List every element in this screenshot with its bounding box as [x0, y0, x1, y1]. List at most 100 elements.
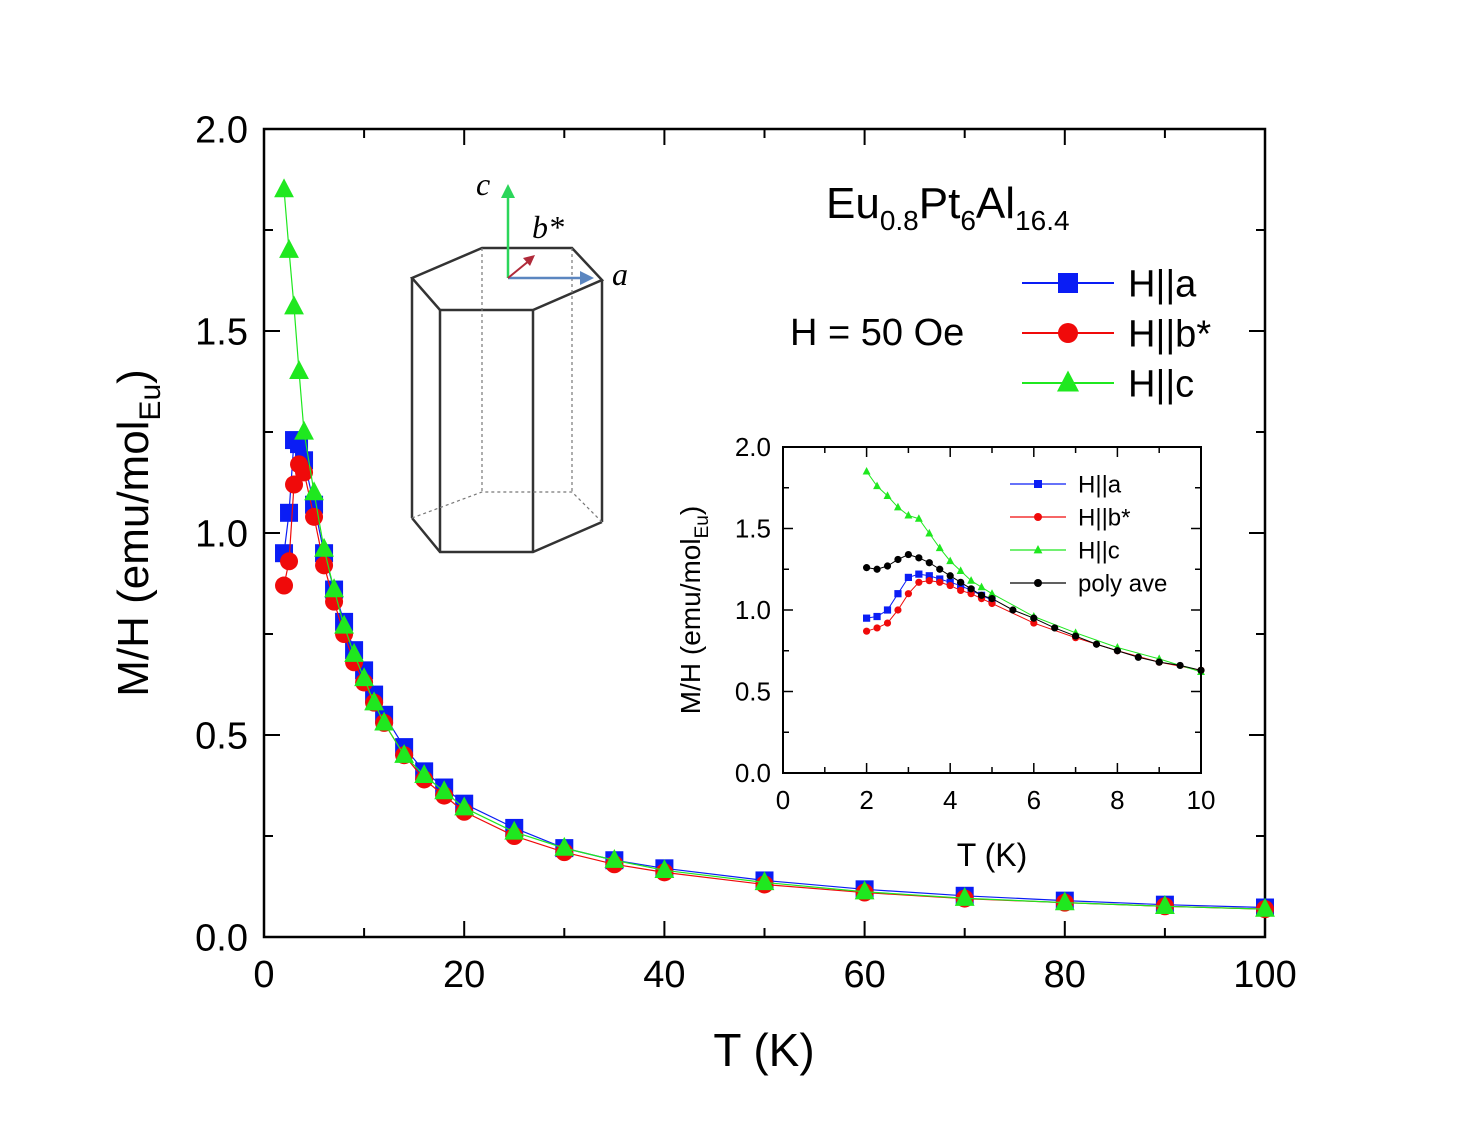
main-series-h-b-point-0 — [275, 576, 294, 595]
x-tick-label: 8 — [1110, 785, 1124, 815]
y-tick-label: 1.0 — [735, 595, 771, 625]
x-tick-label: 100 — [1233, 954, 1296, 996]
inset-legend-h-b: H||b* — [1010, 504, 1131, 531]
y-tick-label: 2.0 — [735, 432, 771, 462]
main-series-h-c-point-16 — [454, 796, 475, 816]
x-tick-label: 0 — [776, 785, 790, 815]
main-series-h-b-point-2 — [285, 475, 304, 494]
inset-series-h-b-point-4 — [904, 590, 913, 598]
main-series-h-c-point-20 — [654, 859, 675, 878]
main-series-h-c-point-13 — [394, 743, 415, 763]
main-series-h-c-point-15 — [434, 780, 455, 800]
inset-series-poly-ave-point-13 — [1009, 606, 1017, 614]
axis-arrows: c b* a — [476, 166, 628, 292]
inset-x-axis-label: T (K) — [957, 837, 1028, 873]
inset-series-h-a-point-4 — [904, 573, 912, 581]
inset-series-poly-ave-point-3 — [894, 555, 902, 564]
main-series-h-c-point-10 — [354, 667, 374, 687]
y-tick-label: 0.0 — [195, 917, 248, 959]
y-tick-label: 0.0 — [735, 758, 771, 788]
inset-series-h-b-point-2 — [883, 619, 892, 627]
main-y-tick-labels: 0.0 0.5 1.0 1.5 2.0 — [195, 109, 248, 959]
inset-legend-h-c-label: H||c — [1078, 537, 1120, 564]
inset-series-h-b-point-5 — [915, 578, 923, 586]
main-series-h-c-point-22 — [854, 880, 875, 900]
main-x-tick-labels: 0 20 40 60 80 100 — [253, 954, 1296, 996]
main-series-h-c-point-0 — [274, 178, 294, 198]
y-tick-label: 1.5 — [735, 514, 771, 544]
inset-legend: H||a H||b* H||c poly ave — [1010, 471, 1167, 597]
inset-series-h-c-point-4 — [904, 510, 913, 519]
inset-ticks — [782, 446, 1202, 774]
c-axis-label: c — [476, 166, 490, 202]
main-series-h-c-point-18 — [554, 836, 575, 856]
inset-series-poly-ave-point-10 — [967, 585, 975, 593]
inset-series-poly-ave-point-20 — [1155, 658, 1163, 666]
inset-series-h-a-point-1 — [873, 612, 881, 621]
inset-series-h-b-point-0 — [863, 627, 871, 635]
main-plot: 0 20 40 60 80 100 0.00.51.01.52.0 T (K) M/H (… — [109, 109, 1297, 1076]
inset-series-poly-ave-point-21 — [1176, 661, 1184, 670]
inset-series-poly-ave — [863, 550, 1205, 674]
main-series-h-c-point-25 — [1155, 895, 1175, 914]
inset-series-poly-ave-point-2 — [883, 562, 892, 570]
inset-series-h-c-line — [866, 471, 1202, 673]
main-series-h-c-point-12 — [374, 711, 395, 731]
inset-series-poly-ave-point-15 — [1051, 624, 1059, 632]
main-legend-h-b-marker-point-0 — [1058, 323, 1078, 343]
inset-series-h-c-point-12 — [988, 589, 996, 597]
compound-formula: Eu0.8Pt6Al16.4 — [826, 179, 1070, 236]
inset-y-tick-labels: 0.0 0.5 1.0 1.5 2.0 — [735, 432, 771, 788]
inset-series-poly-ave-point-17 — [1092, 640, 1101, 648]
main-series-h-c-point-21 — [754, 871, 775, 891]
main-ticks — [263, 128, 1266, 938]
inset-series-poly-ave-point-0 — [863, 564, 871, 572]
inset-series-poly-ave-point-11 — [977, 591, 986, 599]
x-tick-label: 20 — [443, 954, 485, 996]
inset-series-poly-ave-point-18 — [1113, 647, 1121, 655]
inset-series-h-c-point-11 — [977, 582, 986, 591]
inset-series-poly-ave-point-16 — [1072, 632, 1080, 640]
inset-series-h-c-point-0 — [862, 466, 871, 475]
x-tick-label: 10 — [1187, 785, 1216, 815]
y-tick-label: 0.5 — [195, 715, 248, 757]
inset-legend-h-a: H||a — [1010, 471, 1122, 498]
main-series-h-c-point-6 — [314, 537, 334, 557]
inset-series-poly-ave-point-8 — [946, 572, 954, 580]
inset-legend-h-b-marker-point-0 — [1034, 513, 1042, 521]
inset-legend-h-a-label: H||a — [1078, 471, 1122, 498]
x-tick-label: 2 — [859, 785, 873, 815]
inset-series-h-c-point-7 — [935, 543, 944, 552]
y-tick-label: 1.5 — [195, 311, 248, 353]
main-legend-h-b: H||b* — [1022, 313, 1211, 355]
y-tick-label: 2.0 — [195, 109, 248, 151]
main-series-h-c — [274, 178, 1275, 917]
inset-legend-poly-ave-label: poly ave — [1078, 570, 1167, 597]
inset-series-h-c-point-5 — [914, 514, 923, 522]
main-series-h-c-point-2 — [284, 295, 304, 315]
inset-legend-poly-ave: poly ave — [1010, 570, 1167, 597]
inset-series-h-b-point-3 — [894, 606, 902, 614]
crystal-sketch: c b* a — [409, 166, 628, 554]
inset-series-h-a-point-6 — [925, 572, 933, 580]
inset-x-tick-labels: 0 2 4 6 8 10 — [776, 785, 1216, 815]
x-tick-label: 40 — [643, 954, 685, 996]
inset-plot: 0 2 4 6 8 10 0.0 0.5 1.0 1.5 2.0 T (K) M/H (emu/m… — [675, 432, 1215, 873]
main-legend-h-c: H||c — [1022, 363, 1194, 405]
inset-series-h-c-point-9 — [956, 566, 965, 574]
a-axis-label: a — [612, 256, 628, 292]
inset-series-h-b-point-6 — [925, 577, 933, 585]
inset-series-poly-ave-point-5 — [915, 554, 923, 562]
main-series-h-c-point-1 — [279, 238, 299, 258]
main-series-h-c-point-9 — [344, 642, 364, 662]
main-series-h-c-point-23 — [954, 886, 975, 906]
main-series-h-c-point-26 — [1255, 897, 1275, 917]
inset-series — [862, 466, 1205, 675]
main-series-h-c-point-24 — [1054, 891, 1075, 911]
inset-series-h-c-point-8 — [946, 556, 955, 565]
main-series-h-a-point-1 — [280, 503, 299, 522]
x-tick-label: 80 — [1044, 954, 1086, 996]
y-tick-label: 0.5 — [735, 677, 771, 707]
inset-series-poly-ave-point-19 — [1134, 653, 1142, 661]
inset-legend-poly-ave-marker-point-0 — [1034, 579, 1042, 587]
